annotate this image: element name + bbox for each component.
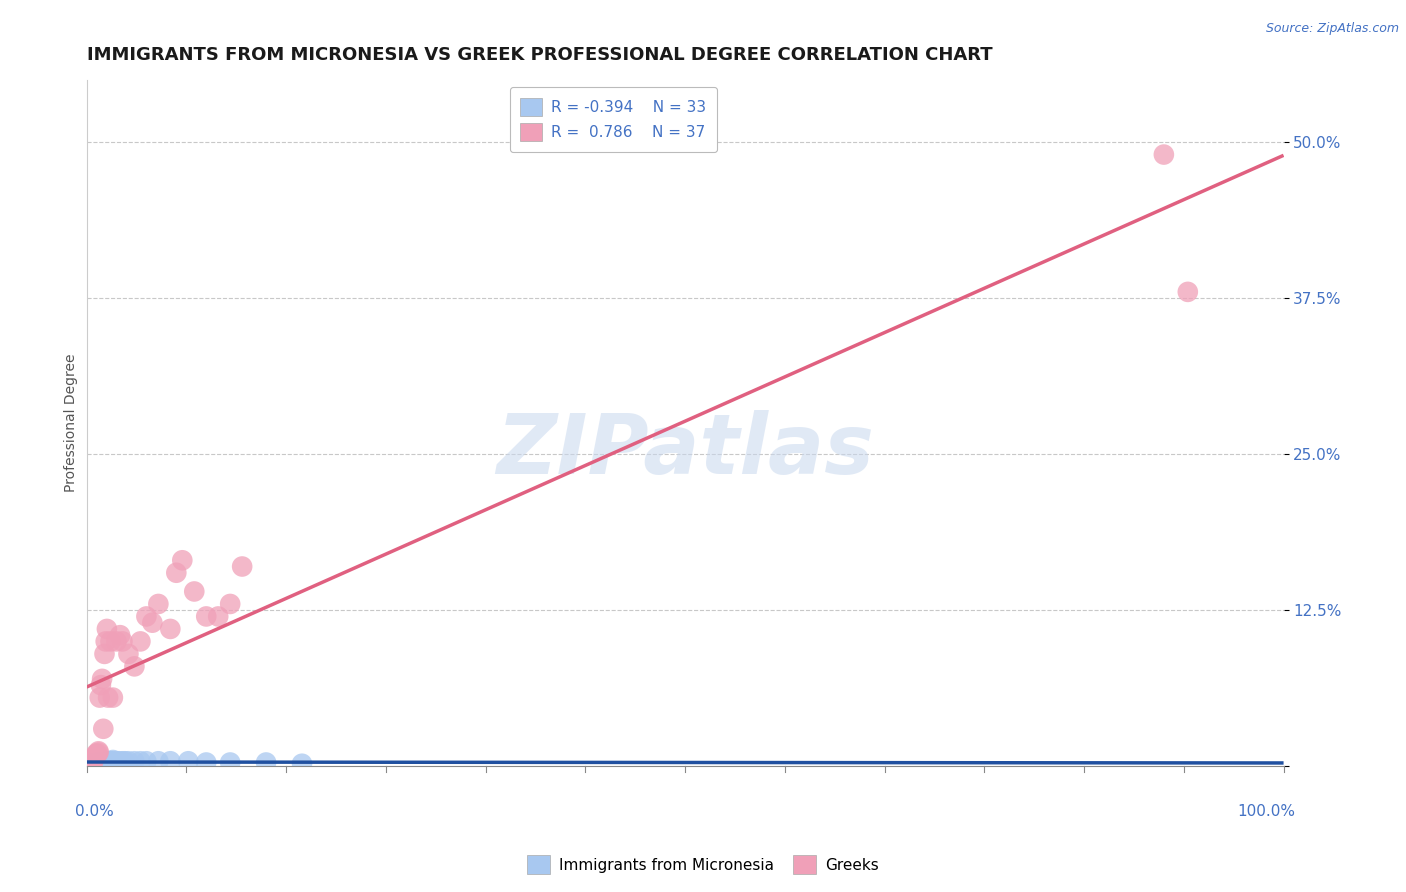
Point: [100, 754, 122, 768]
Point: [219, 756, 242, 770]
Point: [291, 756, 314, 771]
Point: [117, 754, 139, 768]
Point: [159, 754, 181, 768]
Point: [97, 754, 120, 768]
Point: [93, 647, 115, 661]
Point: [207, 609, 229, 624]
Point: [84, 747, 107, 761]
Point: [83, 753, 105, 767]
Point: [98, 754, 121, 768]
Text: Source: ZipAtlas.com: Source: ZipAtlas.com: [1265, 22, 1399, 36]
Point: [105, 634, 128, 648]
Point: [148, 597, 170, 611]
Point: [91, 756, 114, 770]
Point: [183, 584, 205, 599]
Point: [129, 754, 152, 768]
Point: [124, 754, 146, 768]
Point: [111, 634, 134, 648]
Point: [90, 756, 112, 770]
Point: [101, 690, 124, 705]
Point: [105, 754, 128, 768]
Text: ZIPatlas: ZIPatlas: [496, 410, 875, 491]
Point: [177, 754, 200, 768]
Point: [96, 754, 118, 768]
Point: [84, 749, 107, 764]
Point: [93, 756, 115, 770]
Point: [1177, 285, 1199, 299]
Point: [141, 615, 163, 630]
Point: [96, 622, 118, 636]
Point: [82, 756, 104, 771]
Point: [82, 756, 104, 771]
Text: IMMIGRANTS FROM MICRONESIA VS GREEK PROFESSIONAL DEGREE CORRELATION CHART: IMMIGRANTS FROM MICRONESIA VS GREEK PROF…: [87, 46, 993, 64]
Point: [86, 756, 108, 771]
Point: [129, 634, 152, 648]
Point: [108, 754, 131, 768]
Point: [159, 622, 181, 636]
Point: [254, 756, 277, 770]
Point: [111, 754, 134, 768]
Legend: R = -0.394    N = 33, R =  0.786    N = 37: R = -0.394 N = 33, R = 0.786 N = 37: [510, 87, 717, 152]
Point: [195, 756, 218, 770]
Point: [117, 647, 139, 661]
Point: [148, 754, 170, 768]
Point: [195, 609, 218, 624]
Y-axis label: Professional Degree: Professional Degree: [65, 354, 79, 492]
Point: [86, 747, 108, 761]
Point: [87, 746, 110, 760]
Point: [82, 754, 104, 768]
Point: [100, 754, 122, 768]
Point: [124, 659, 146, 673]
Point: [94, 634, 117, 648]
Point: [135, 609, 157, 624]
Point: [231, 559, 253, 574]
Point: [91, 756, 114, 770]
Point: [97, 690, 120, 705]
Point: [87, 744, 110, 758]
Text: 100.0%: 100.0%: [1237, 804, 1295, 819]
Point: [89, 690, 111, 705]
Point: [87, 756, 110, 770]
Point: [100, 634, 122, 648]
Point: [87, 756, 110, 770]
Point: [82, 756, 104, 771]
Point: [91, 672, 114, 686]
Point: [135, 754, 157, 768]
Point: [84, 756, 107, 771]
Point: [165, 566, 187, 580]
Point: [219, 597, 242, 611]
Point: [1153, 147, 1175, 161]
Point: [91, 722, 114, 736]
Point: [101, 753, 124, 767]
Text: 0.0%: 0.0%: [75, 804, 114, 819]
Point: [172, 553, 194, 567]
Point: [90, 678, 112, 692]
Legend: Immigrants from Micronesia, Greeks: Immigrants from Micronesia, Greeks: [522, 849, 884, 880]
Point: [114, 754, 136, 768]
Point: [84, 756, 107, 771]
Point: [94, 756, 117, 770]
Point: [108, 628, 131, 642]
